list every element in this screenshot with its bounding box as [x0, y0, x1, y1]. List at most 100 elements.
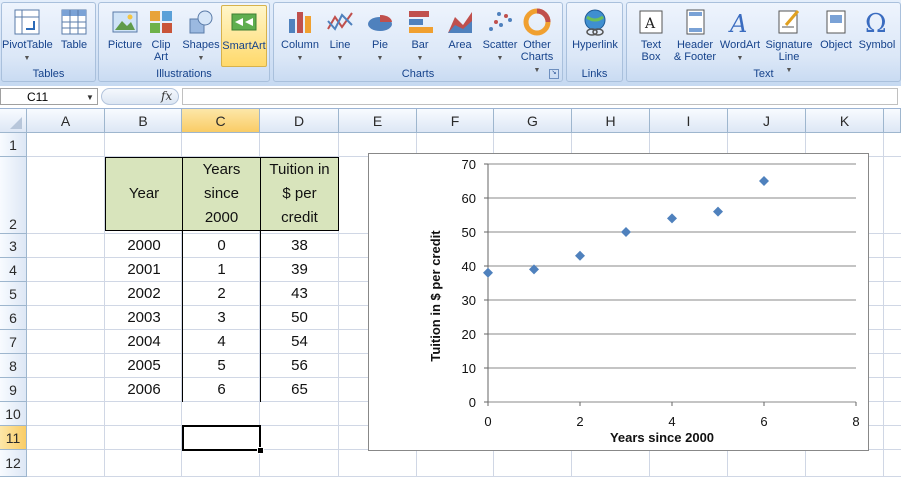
row-header-11[interactable]: 11 — [0, 426, 27, 450]
formula-bar-expander[interactable] — [101, 88, 179, 105]
signature-line-button[interactable]: Signature Line ▼ — [763, 5, 815, 74]
cell-tuition-row-5[interactable]: 43 — [291, 285, 308, 302]
insert-function-icon[interactable]: fx — [161, 89, 173, 103]
cell-years-since-row-7[interactable]: 4 — [217, 333, 226, 350]
other-charts-icon — [523, 8, 551, 36]
cell-years-since-row-8[interactable]: 5 — [217, 357, 226, 374]
clipart-button[interactable]: Clip Art — [141, 5, 181, 67]
cell-year-row-7[interactable]: 2004 — [127, 333, 161, 350]
clipart-label: Clip Art — [151, 39, 171, 63]
row-header-4[interactable]: 4 — [0, 258, 27, 282]
charts-group: Column ▼ Line ▼ Pie ▼ Bar ▼ Area ▼ Scatter ▼ O… — [273, 2, 563, 82]
row-header-9[interactable]: 9 — [0, 378, 27, 402]
cell-tuition-row-9[interactable]: 65 — [291, 381, 308, 398]
charts-dialog-launcher-icon[interactable]: ↘ — [549, 69, 559, 79]
pie-chart-icon — [368, 15, 392, 31]
row-header-1[interactable]: 1 — [0, 133, 27, 157]
column-header-b[interactable]: B — [105, 109, 182, 133]
column-header-e[interactable]: E — [339, 109, 417, 133]
name-box-dropdown-icon[interactable]: ▼ — [86, 93, 94, 102]
wordart-button[interactable]: A WordArt ▼ — [717, 5, 763, 67]
column-chart-icon — [289, 12, 311, 33]
hyperlink-button[interactable]: Hyperlink — [569, 5, 621, 67]
smartart-icon — [231, 13, 257, 31]
cell-year-row-6[interactable]: 2003 — [127, 309, 161, 326]
table-button[interactable]: Table — [52, 5, 96, 67]
x-tick-label: 0 — [484, 414, 491, 429]
data-point-marker — [529, 264, 539, 275]
column-chart-button[interactable]: Column ▼ — [276, 5, 324, 67]
pie-chart-label: Pie — [372, 39, 388, 51]
cell-tuition-row-4[interactable]: 39 — [291, 261, 308, 278]
row-header-6[interactable]: 6 — [0, 306, 27, 330]
cell-years-since-row-4[interactable]: 1 — [217, 261, 226, 278]
ribbon: PivotTable ▼ Table Tables Picture Clip Ar… — [0, 0, 901, 87]
scatter-chart[interactable]: 0 10 20 30 40 50 60 70 0 2 4 6 8 Years since 2000 Tuit… — [368, 153, 869, 451]
picture-label: Picture — [107, 39, 143, 51]
select-all-corner[interactable] — [0, 109, 27, 133]
smartart-button[interactable]: SmartArt — [221, 5, 267, 67]
cell-year-row-4[interactable]: 2001 — [127, 261, 161, 278]
object-button[interactable]: Object — [815, 5, 857, 67]
cell-year-row-9[interactable]: 2006 — [127, 381, 161, 398]
column-header-a[interactable]: A — [27, 109, 105, 133]
pivottable-icon — [14, 9, 40, 35]
column-header-c[interactable]: C — [182, 109, 260, 133]
x-axis-title: Years since 2000 — [610, 430, 714, 445]
row-header-7[interactable]: 7 — [0, 330, 27, 354]
cell-tuition-row-6[interactable]: 50 — [291, 309, 308, 326]
textbox-button[interactable]: A Text Box — [629, 5, 673, 67]
row-header-12[interactable]: 12 — [0, 450, 27, 477]
column-header-k[interactable]: K — [806, 109, 884, 133]
column-header-g[interactable]: G — [494, 109, 572, 133]
row-header-5[interactable]: 5 — [0, 282, 27, 306]
object-icon — [826, 10, 846, 34]
line-chart-button[interactable]: Line ▼ — [316, 5, 364, 67]
fill-handle[interactable] — [257, 447, 264, 454]
pie-chart-button[interactable]: Pie ▼ — [356, 5, 404, 67]
cell-years-since-row-9[interactable]: 6 — [217, 381, 226, 398]
header-footer-icon — [686, 9, 705, 35]
line-chart-label: Line — [329, 39, 351, 51]
row-header-2[interactable]: 2 — [0, 157, 27, 234]
header-cell-year[interactable]: Year — [105, 157, 183, 231]
column-header-d[interactable]: D — [260, 109, 339, 133]
shapes-button[interactable]: Shapes ▼ — [179, 5, 223, 67]
picture-button[interactable]: Picture — [101, 5, 149, 67]
cell-year-row-5[interactable]: 2002 — [127, 285, 161, 302]
row-header-3[interactable]: 3 — [0, 234, 27, 258]
header-cell-years-since[interactable]: Years since 2000 — [182, 157, 261, 231]
column-header-overflow[interactable] — [884, 109, 901, 133]
cell-tuition-row-7[interactable]: 54 — [291, 333, 308, 350]
active-cell-c11[interactable] — [182, 425, 261, 451]
header-footer-button[interactable]: Header & Footer — [673, 5, 717, 67]
symbol-button[interactable]: Ω Symbol — [855, 5, 899, 67]
cell-tuition-row-8[interactable]: 56 — [291, 357, 308, 374]
area-chart-button[interactable]: Area ▼ — [436, 5, 484, 67]
name-box[interactable]: C11 — [0, 88, 98, 105]
smartart-label: SmartArt — [222, 40, 266, 52]
wordart-icon: A — [728, 10, 747, 37]
pie-dropdown-icon: ▼ — [376, 55, 384, 62]
cell-years-since-row-5[interactable]: 2 — [217, 285, 226, 302]
header-cell-tuition[interactable]: Tuition in $ per credit — [260, 157, 339, 231]
hyperlink-label: Hyperlink — [572, 39, 618, 51]
bar-chart-label: Bar — [411, 39, 429, 51]
formula-input[interactable] — [182, 88, 898, 105]
other-charts-button[interactable]: Other Charts ▼ — [514, 5, 560, 74]
cell-tuition-row-3[interactable]: 38 — [291, 237, 308, 254]
pivottable-button[interactable]: PivotTable ▼ — [2, 5, 53, 67]
column-header-h[interactable]: H — [572, 109, 650, 133]
cell-year-row-8[interactable]: 2005 — [127, 357, 161, 374]
text-group: A Text Box Header & Footer A WordArt ▼ Si… — [626, 2, 901, 82]
column-header-f[interactable]: F — [417, 109, 494, 133]
row-header-10[interactable]: 10 — [0, 402, 27, 426]
cell-years-since-row-6[interactable]: 3 — [217, 309, 226, 326]
row-header-8[interactable]: 8 — [0, 354, 27, 378]
cell-years-since-row-3[interactable]: 0 — [217, 237, 226, 254]
scatter-chart-button[interactable]: Scatter ▼ — [476, 5, 524, 67]
cell-year-row-3[interactable]: 2000 — [127, 237, 161, 254]
bar-chart-button[interactable]: Bar ▼ — [396, 5, 444, 67]
column-header-j[interactable]: J — [728, 109, 806, 133]
column-header-i[interactable]: I — [650, 109, 728, 133]
